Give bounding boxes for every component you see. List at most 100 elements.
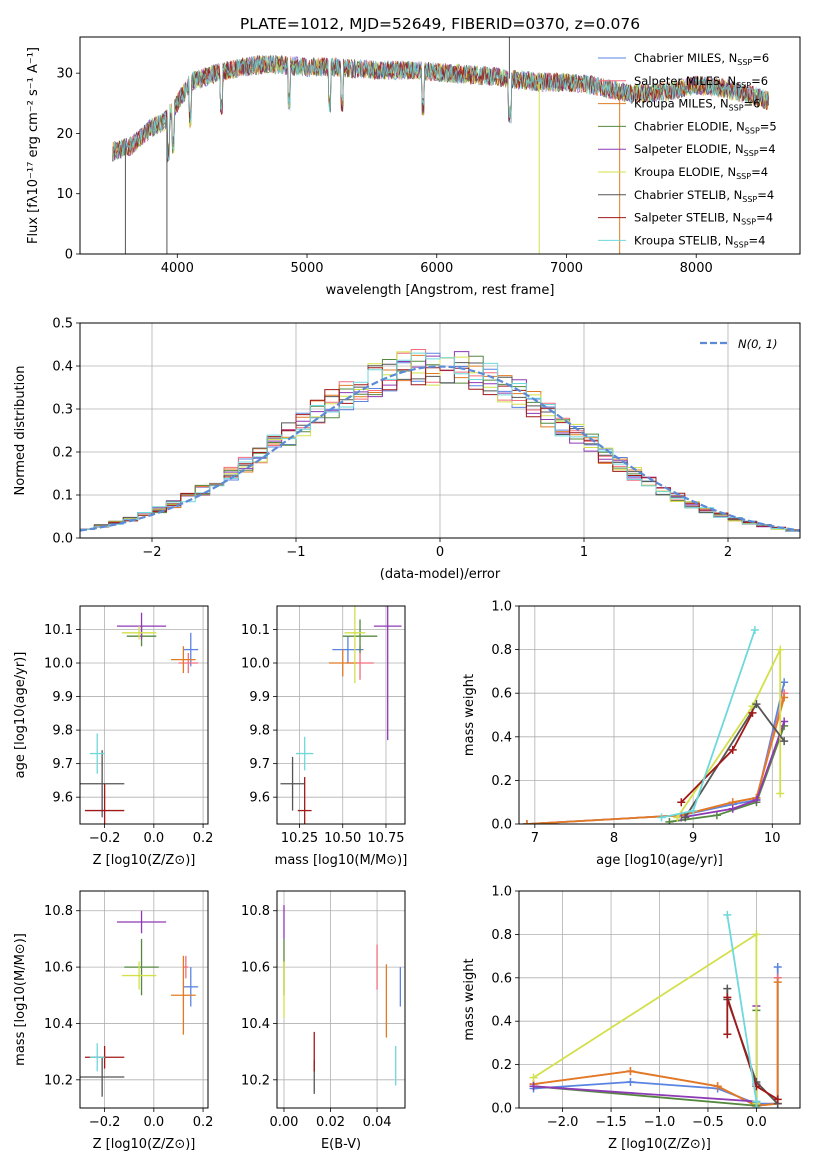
legend-label: Chabrier MILES, NSSP=6 <box>634 51 769 67</box>
mass-weight-marker <box>748 708 757 717</box>
mass-weight-line <box>684 702 785 818</box>
x-tick-label: −1.5 <box>595 1115 627 1130</box>
x-axis-label: Z [log10(Z/Z⊙)] <box>93 853 196 868</box>
mass-weight-line <box>533 967 779 1105</box>
mass-weight-line <box>669 725 786 823</box>
mass-weight-line <box>533 932 758 1104</box>
mass-weight-marker <box>677 798 686 807</box>
plot-area <box>80 910 199 1097</box>
y-tick-label: 0.6 <box>491 687 512 702</box>
legend-label: Salpeter ELODIE, NSSP=4 <box>634 142 776 158</box>
y-tick-label: 10.6 <box>241 961 270 976</box>
x-axis-label: E(B-V) <box>321 1137 361 1152</box>
x-tick-label: 0.00 <box>270 1115 299 1130</box>
legend-label: N(0, 1) <box>738 337 778 351</box>
x-axis-label: mass [log10(M/M⊙)] <box>275 853 408 868</box>
legend-label: Kroupa STELIB, NSSP=4 <box>634 233 765 249</box>
mass-weight-marker <box>723 984 732 993</box>
histogram-series <box>80 362 800 532</box>
plot-frame <box>276 890 406 1109</box>
legend-label: Chabrier ELODIE, NSSP=5 <box>634 119 777 135</box>
axis-ticks: −2.0 −1.5 −1.0 −0.5 0.0 0.0 0.2 0.4 0.6 0.8 1.0 <box>491 885 766 1131</box>
y-tick-label: 0.4 <box>491 730 512 745</box>
y-tick-label: 10.2 <box>44 1073 73 1088</box>
mass-weight-marker <box>752 1104 761 1108</box>
legend-sub: SSP <box>741 218 756 227</box>
x-axis-label: (data-model)/error <box>380 567 501 582</box>
y-tick-label: 0.8 <box>491 928 512 943</box>
x-tick-label: 1 <box>580 545 588 560</box>
mass-weight-marker <box>752 796 761 805</box>
mass-weight-marker <box>529 1073 538 1082</box>
plot-frame <box>276 605 406 825</box>
x-tick-label: 10.50 <box>324 831 361 846</box>
mass-weight-marker <box>657 813 666 822</box>
y-tick-label: 10.0 <box>241 657 270 672</box>
mass-weight-marker <box>522 820 531 824</box>
gaussian-curve <box>80 365 800 532</box>
x-tick-label: 5000 <box>290 261 323 276</box>
x-tick-label: 0.02 <box>316 1115 345 1130</box>
mass-weight-marker <box>752 930 761 939</box>
histogram-series <box>80 352 800 532</box>
x-axis-label: wavelength [Angstrom, rest frame] <box>326 283 555 298</box>
mass-weight-marker <box>780 717 789 726</box>
y-tick-label: 0.0 <box>491 818 512 833</box>
legend-eq: =4 <box>757 188 774 202</box>
x-tick-label: 10.25 <box>281 831 318 846</box>
panel-age-vs-mass: 10.25 10.50 10.75 9.6 9.7 9.8 9.9 10.0 10.1 mass … <box>241 605 408 868</box>
panel-spectrum: 4000 5000 6000 7000 8000 0 10 20 30 wavelength [A… <box>26 36 801 298</box>
mass-weight-marker <box>723 993 732 1002</box>
x-tick-label: 0.04 <box>363 1115 392 1130</box>
y-tick-label: 1.0 <box>491 600 512 615</box>
x-tick-label: −0.2 <box>89 831 121 846</box>
x-tick-label: 10 <box>764 831 781 846</box>
legend-name: Chabrier STELIB, N <box>634 188 742 202</box>
mass-weight-marker <box>773 962 782 971</box>
panel-mass-vs-ebv: 0.00 0.02 0.04 10.2 10.4 10.6 10.8 E(B-V) <box>241 890 406 1152</box>
y-tick-label: 9.7 <box>249 757 270 772</box>
panel-residual-histogram: −2 −1 0 1 2 0.0 0.1 0.2 0.3 0.4 0.5 (data-model)/er… <box>13 317 801 582</box>
x-axis-label: Z [log10(Z/Z⊙)] <box>93 1137 196 1152</box>
mass-weight-marker <box>626 1067 635 1076</box>
x-tick-label: 2 <box>724 545 732 560</box>
mass-weight-line <box>681 721 786 819</box>
x-tick-label: 0.2 <box>193 1115 214 1130</box>
axis-ticks: 10.25 10.50 10.75 9.6 9.7 9.8 9.9 10.0 10.1 <box>241 623 405 846</box>
legend-sub: SSP <box>729 104 744 113</box>
y-tick-label: 9.8 <box>52 724 73 739</box>
axis-ticks: 0.00 0.02 0.04 10.2 10.4 10.6 10.8 <box>241 904 392 1130</box>
mass-weight-marker <box>750 625 759 634</box>
y-tick-label: 0.6 <box>491 971 512 986</box>
y-tick-label: 0.8 <box>491 643 512 658</box>
legend-name: Kroupa MILES, N <box>634 97 729 111</box>
legend-label: Chabrier STELIB, NSSP=4 <box>634 188 774 204</box>
y-tick-label: 0.1 <box>52 489 73 504</box>
y-tick-label: 30 <box>56 67 73 82</box>
mass-weight-marker <box>723 910 732 919</box>
y-tick-label: 10.4 <box>241 1017 270 1032</box>
plot-area <box>522 625 789 824</box>
x-tick-label: 10.75 <box>367 831 404 846</box>
mass-weight-marker <box>776 789 785 798</box>
x-tick-label: −2 <box>142 545 161 560</box>
plot-frame <box>79 890 209 1109</box>
x-tick-label: −1.0 <box>644 1115 676 1130</box>
legend-label: Salpeter STELIB, NSSP=4 <box>634 211 773 227</box>
mass-weight-line <box>533 982 779 1107</box>
x-tick-label: 8000 <box>680 261 713 276</box>
mass-weight-marker <box>780 693 789 702</box>
legend-label: Kroupa ELODIE, NSSP=4 <box>634 165 768 181</box>
legend-eq: =4 <box>751 165 768 179</box>
x-tick-label: 7 <box>531 831 539 846</box>
y-axis-label: Flux [fλ10⁻¹⁷ erg cm⁻² s⁻¹ A⁻¹] <box>26 47 41 244</box>
plot-frame <box>518 890 801 1109</box>
mass-weight-marker <box>780 678 789 687</box>
y-axis-label: age [log10(age/yr)] <box>13 652 28 779</box>
x-tick-label: −1 <box>286 545 305 560</box>
legend-sub: SSP <box>734 240 749 249</box>
axis-ticks: −0.2 0.0 0.2 10.2 10.4 10.6 10.8 <box>44 904 213 1130</box>
mass-weight-marker <box>626 1077 635 1086</box>
plot-frame <box>79 36 801 255</box>
y-tick-label: 10.0 <box>44 657 73 672</box>
